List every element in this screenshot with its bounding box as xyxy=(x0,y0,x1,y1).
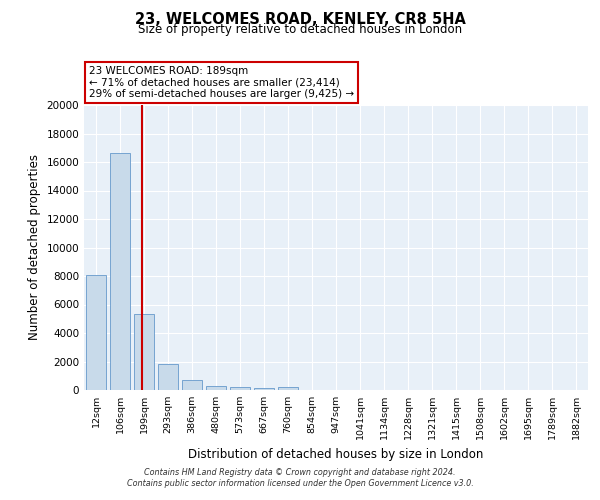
Bar xyxy=(278,388,298,390)
Text: 23, WELCOMES ROAD, KENLEY, CR8 5HA: 23, WELCOMES ROAD, KENLEY, CR8 5HA xyxy=(134,12,466,28)
Bar xyxy=(158,364,178,390)
Text: Contains HM Land Registry data © Crown copyright and database right 2024.
Contai: Contains HM Land Registry data © Crown c… xyxy=(127,468,473,487)
Bar xyxy=(86,274,106,390)
Bar xyxy=(206,386,226,390)
Bar xyxy=(230,387,250,390)
Text: 23 WELCOMES ROAD: 189sqm
← 71% of detached houses are smaller (23,414)
29% of se: 23 WELCOMES ROAD: 189sqm ← 71% of detach… xyxy=(89,66,354,100)
Y-axis label: Number of detached properties: Number of detached properties xyxy=(28,154,41,340)
Bar xyxy=(182,380,202,390)
Bar xyxy=(110,154,130,390)
Text: Size of property relative to detached houses in London: Size of property relative to detached ho… xyxy=(138,24,462,36)
X-axis label: Distribution of detached houses by size in London: Distribution of detached houses by size … xyxy=(188,448,484,460)
Bar xyxy=(134,314,154,390)
Bar xyxy=(254,388,274,390)
